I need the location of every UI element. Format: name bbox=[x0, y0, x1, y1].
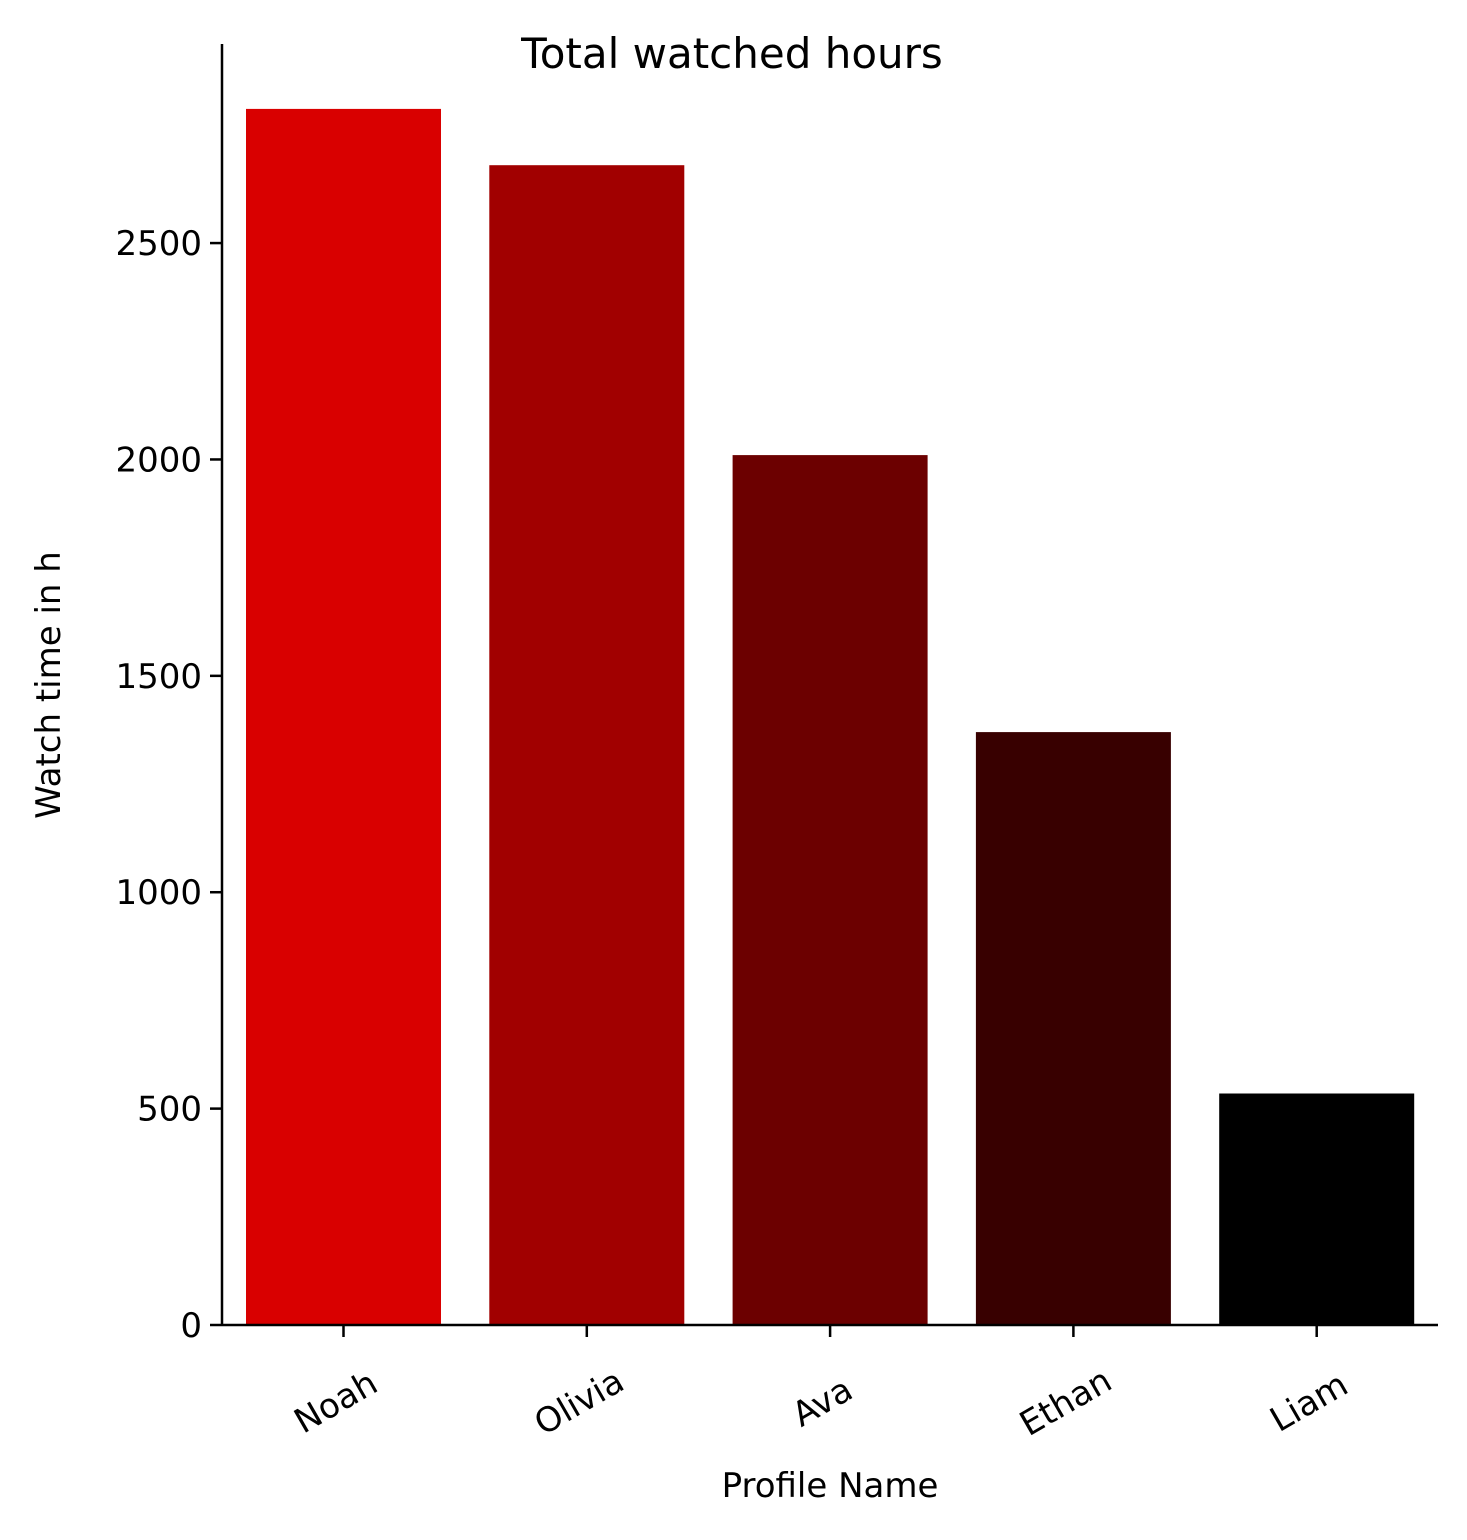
bar-olivia bbox=[489, 165, 685, 1326]
x-tick-label: Liam bbox=[1264, 1365, 1355, 1441]
x-tick-label: Ava bbox=[786, 1370, 860, 1436]
y-tick-label: 0 bbox=[180, 1306, 202, 1346]
bar-noah bbox=[246, 108, 441, 1325]
x-ticks-group: Noah Olivia Ava Ethan Liam bbox=[288, 1325, 1355, 1444]
x-tick-label: Ethan bbox=[1013, 1360, 1119, 1444]
y-axis-label: Watch time in h bbox=[29, 551, 69, 819]
y-tick-label: 1000 bbox=[115, 873, 202, 913]
y-tick-label: 500 bbox=[137, 1090, 202, 1130]
y-tick-label: 2000 bbox=[115, 440, 202, 480]
x-tick-label: Noah bbox=[288, 1363, 385, 1442]
y-ticks-group: 0 500 1000 1500 2000 2500 bbox=[115, 224, 222, 1346]
y-tick-label: 1500 bbox=[115, 657, 202, 697]
y-tick-label: 2500 bbox=[115, 224, 202, 264]
x-axis-label: Profile Name bbox=[722, 1466, 939, 1506]
bars-group bbox=[246, 108, 1415, 1326]
bar-ethan bbox=[975, 732, 1171, 1325]
bar-liam bbox=[1219, 1093, 1415, 1325]
x-tick-label: Olivia bbox=[528, 1361, 631, 1444]
bar-ava bbox=[732, 455, 928, 1326]
chart-title: Total watched hours bbox=[520, 29, 943, 78]
